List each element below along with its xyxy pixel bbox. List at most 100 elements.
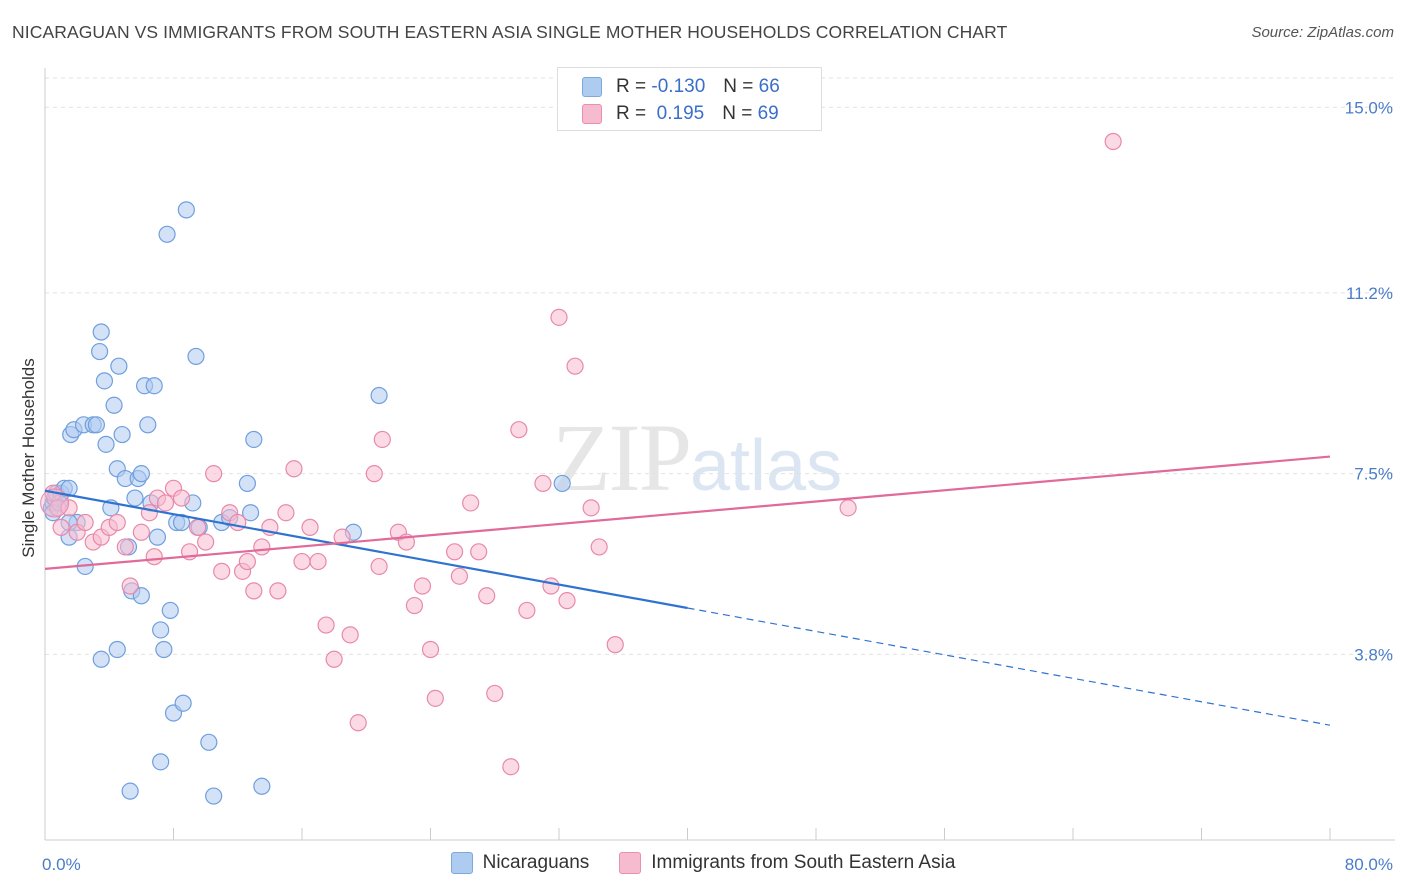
- sea-immigrants-point: [590, 538, 608, 556]
- legend-label-sea: Immigrants from South Eastern Asia: [651, 852, 956, 873]
- nicaraguans-point: [91, 342, 109, 361]
- legend-n-label: N =: [722, 103, 753, 124]
- sea-immigrants-point: [341, 626, 359, 644]
- sea-immigrants-point: [534, 474, 552, 493]
- nicaraguans-point: [242, 504, 260, 522]
- y-axis-label: Single Mother Households: [19, 358, 38, 557]
- sea-immigrants-point: [606, 636, 624, 654]
- sea-immigrants-point: [76, 513, 94, 532]
- nicaraguans-point: [97, 435, 115, 453]
- axes: [44, 68, 1395, 841]
- nicaraguans-point: [121, 782, 139, 800]
- sea-immigrants-point: [253, 538, 271, 556]
- nicaraguans-point: [108, 640, 126, 659]
- sea-immigrants-point: [413, 577, 432, 595]
- nicaraguans-point: [126, 489, 144, 507]
- y-tick-label: 15.0%: [1345, 98, 1393, 117]
- sea-immigrants-point: [370, 557, 388, 576]
- chart-title: NICARAGUAN VS IMMIGRANTS FROM SOUTH EAST…: [12, 22, 1008, 42]
- sea-immigrants-point: [445, 543, 464, 561]
- nicaraguans-point: [110, 357, 128, 375]
- legend-r-value: 0.195: [651, 103, 705, 124]
- sea-immigrants-point: [108, 513, 126, 532]
- legend-item-sea: Immigrants from South Eastern Asia: [619, 852, 955, 874]
- sea-immigrants-point: [550, 308, 568, 326]
- sea-immigrants-point: [317, 616, 335, 634]
- source-label: Source: ZipAtlas.com: [1251, 24, 1394, 41]
- sea-immigrants-point: [245, 582, 263, 600]
- legend-swatch-pink: [582, 104, 602, 124]
- sea-immigrants-point: [213, 562, 231, 580]
- nicaraguans-point: [145, 377, 163, 395]
- sea-immigrants-point: [197, 533, 215, 551]
- nicaraguans-point: [132, 465, 150, 483]
- sea-immigrants-point: [132, 523, 150, 541]
- sea-immigrants-point: [140, 504, 159, 522]
- legend-row-sea: R = 0.195 N = 69: [582, 102, 779, 126]
- nicaraguans-point: [370, 386, 388, 405]
- legend-n-value: 66: [758, 76, 780, 97]
- nicaraguans-point: [148, 528, 167, 546]
- sea-immigrants-point: [325, 650, 343, 668]
- legend-r-label: R =: [616, 103, 647, 124]
- x-tick-label: 80.0%: [1345, 855, 1393, 874]
- legend-label-nicaraguans: Nicaraguans: [482, 852, 590, 873]
- watermark-atlas: atlas: [690, 426, 843, 506]
- sea-immigrants-point: [285, 460, 303, 478]
- sea-immigrants-point: [405, 596, 424, 615]
- sea-immigrants-point: [205, 465, 223, 483]
- y-tick-label: 7.5%: [1354, 465, 1393, 484]
- nicaraguans-point: [200, 733, 218, 751]
- sea-immigrants-point: [502, 758, 520, 776]
- nicaraguans-point: [238, 474, 256, 493]
- sea-immigrants-point: [510, 421, 528, 439]
- legend-swatch-blue: [582, 77, 602, 97]
- nicaraguans-point: [152, 753, 170, 771]
- series-legend: Nicaraguans Immigrants from South Easter…: [0, 852, 1406, 874]
- sea-immigrants-point: [365, 465, 383, 483]
- sea-immigrants-point: [309, 552, 327, 571]
- sea-immigrants-points: [40, 132, 1122, 776]
- nicaraguans-point: [245, 430, 263, 449]
- nicaraguans-point: [95, 372, 114, 390]
- nicaraguans-point: [139, 416, 157, 434]
- nicaraguans-point: [113, 425, 131, 444]
- sea-immigrants-point: [116, 538, 134, 556]
- legend-r-label: R =: [616, 76, 647, 97]
- y-tick-label: 3.8%: [1354, 645, 1393, 664]
- nicaraguans-point: [92, 650, 110, 668]
- sea-immigrants-point: [52, 518, 70, 536]
- tick-labels: 3.8% 7.5% 11.2% 15.0% 0.0% 80.0% Single Mother…: [19, 98, 1393, 874]
- legend-item-nicaraguans: Nicaraguans: [450, 852, 590, 874]
- nicaraguans-point: [158, 225, 176, 243]
- nicaraguans-point: [155, 640, 173, 659]
- sea-immigrants-point: [293, 552, 311, 571]
- sea-immigrants-point: [40, 488, 70, 518]
- nicaraguans-point: [172, 513, 191, 532]
- sea-immigrants-point: [172, 489, 191, 507]
- sea-immigrants-point: [156, 494, 175, 512]
- legend-swatch-nicaraguans: [450, 852, 473, 874]
- sea-immigrants-point: [238, 552, 256, 571]
- sea-immigrants-point: [486, 684, 504, 703]
- sea-immigrants-point: [349, 714, 367, 732]
- nicaraguans-point: [60, 479, 78, 497]
- nicaraguans-point: [132, 587, 150, 605]
- legend-r-value: -0.130: [651, 76, 706, 97]
- sea-immigrants-point: [145, 548, 163, 566]
- sea-immigrants-point: [839, 499, 857, 517]
- nicaraguans-point: [553, 474, 571, 493]
- sea-immigrants-point: [229, 513, 247, 532]
- x-tick-label: 0.0%: [42, 855, 81, 874]
- trend-lines: [44, 455, 1331, 726]
- sea-immigrants-point: [478, 587, 496, 605]
- sea-immigrants-point: [301, 518, 319, 536]
- sea-immigrants-trend-line: [44, 455, 1331, 570]
- nicaraguans-points: [42, 201, 571, 805]
- sea-immigrants-point: [277, 504, 295, 522]
- y-tick-label: 11.2%: [1346, 284, 1393, 303]
- sea-immigrants-point: [1104, 132, 1122, 151]
- legend-swatch-sea: [619, 852, 642, 874]
- sea-immigrants-point: [462, 494, 480, 512]
- sea-immigrants-point: [470, 543, 488, 561]
